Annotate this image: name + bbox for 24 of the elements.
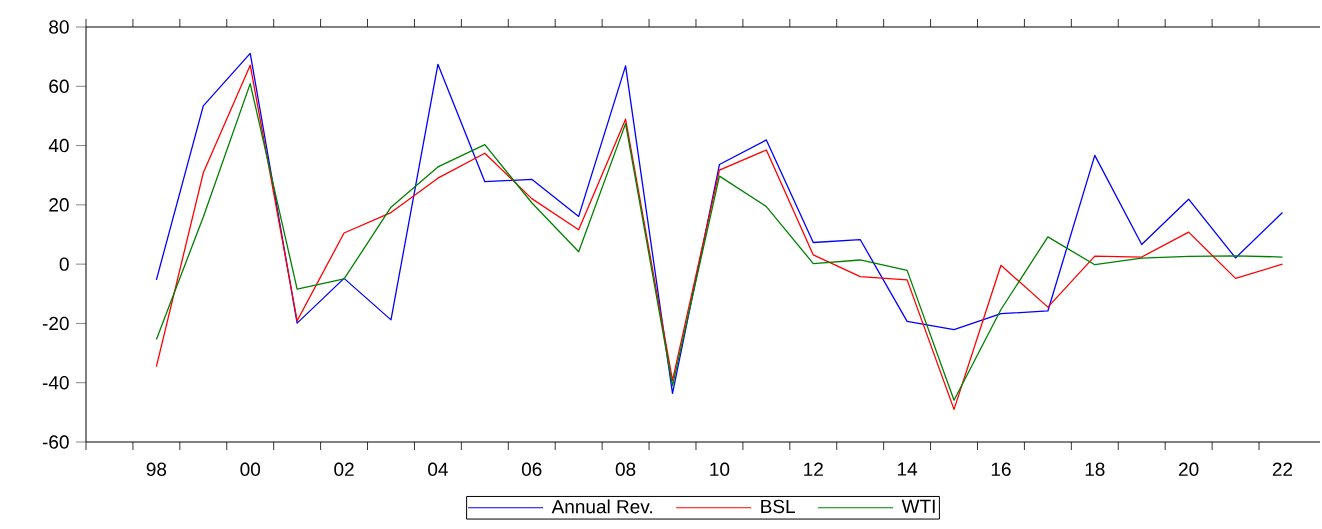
y-tick-label: -60	[42, 435, 69, 449]
x-tick-label: 98	[146, 462, 167, 476]
x-tick-label: 10	[710, 462, 730, 476]
x-tick-label: 02	[334, 462, 354, 476]
x-tick-label: 06	[521, 462, 542, 476]
legend-label: WTI	[901, 499, 935, 513]
legend-label: Annual Rev.	[551, 499, 652, 514]
x-tick-label: 14	[898, 462, 918, 476]
x-tick-label: 22	[1272, 462, 1293, 476]
x-tick-label: 04	[428, 462, 448, 476]
x-tick-label: 08	[615, 462, 636, 476]
x-tick-label: 12	[804, 462, 823, 476]
y-tick-label: 60	[49, 79, 69, 93]
x-tick-label: 00	[240, 462, 261, 476]
x-tick-label: 16	[991, 462, 1011, 476]
y-tick-label: 0	[59, 257, 69, 271]
legend-label: BSL	[761, 499, 795, 514]
y-tick-label: 20	[49, 198, 69, 212]
y-tick-label: -40	[42, 375, 69, 390]
y-tick-label: -20	[42, 316, 69, 331]
y-tick-label: 40	[48, 138, 69, 153]
x-tick-label: 18	[1085, 462, 1105, 476]
x-tick-label: 20	[1179, 462, 1199, 476]
y-tick-label: 80	[49, 20, 69, 34]
